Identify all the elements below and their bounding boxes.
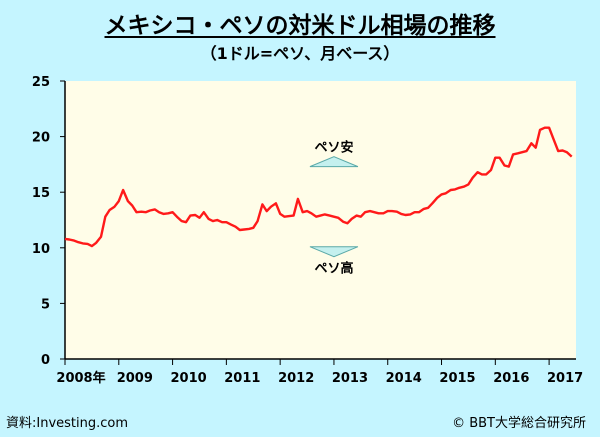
direction-marker-down [309, 246, 359, 258]
annotation-label: ペソ安 [314, 140, 353, 156]
x-tick-label: 2013 [332, 371, 368, 386]
x-tick-label: 2009 [117, 371, 153, 386]
copyright-note: © BBT大学総合研究所 [452, 416, 586, 431]
x-tick-label: 2011 [224, 371, 260, 386]
x-tick-label: 2014 [386, 371, 422, 386]
plot-area [65, 81, 576, 359]
x-tick-label: 2017 [547, 371, 583, 386]
y-tick-label: 15 [32, 186, 50, 201]
x-tick-label: 2008年 [56, 370, 105, 386]
chart-subtitle: （1ドル=ペソ、月ベース） [200, 44, 400, 63]
y-tick-label: 5 [41, 297, 50, 312]
x-tick-label: 2010 [170, 371, 206, 386]
y-tick-label: 20 [32, 131, 50, 146]
chart-title: メキシコ・ペソの対米ドル相場の推移 [104, 13, 496, 39]
direction-marker-up [309, 156, 359, 168]
y-tick-label: 0 [41, 353, 50, 368]
annotation-label: ペソ高 [314, 261, 353, 277]
x-tick-label: 2012 [278, 371, 314, 386]
x-tick-label: 2015 [439, 371, 475, 386]
y-tick-label: 25 [32, 75, 50, 90]
source-note: 資料:Investing.com [6, 416, 129, 431]
y-tick-label: 10 [32, 242, 50, 257]
series-line-mxn-usd [64, 126, 573, 248]
x-tick-label: 2016 [493, 371, 529, 386]
